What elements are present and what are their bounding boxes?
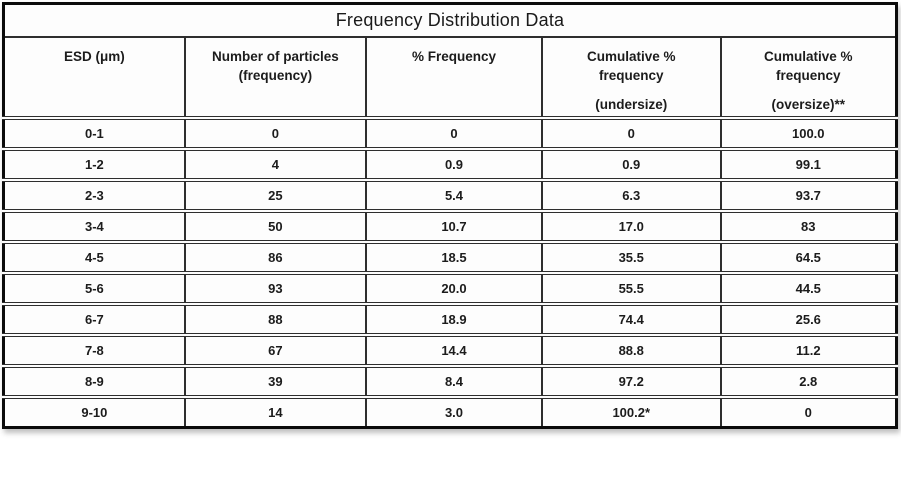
header-line: frequency [776,68,841,84]
cell-frequency: 88 [183,301,367,335]
cell-frequency: 14 [183,394,367,428]
cell-frequency: 4 [183,146,367,180]
cell-cumulative-undersize: 88.8 [540,332,721,366]
cell-pct-frequency: 0.9 [365,146,542,180]
frequency-distribution-table-wrap: Frequency Distribution Data ESD (μm) Num… [2,2,898,429]
cell-pct-frequency: 8.4 [365,363,542,397]
column-header-esd: ESD (μm) [3,36,185,120]
cell-esd-range: 6-7 [3,301,185,335]
table-row: 7-8 67 14.4 88.8 11.2 [3,332,897,366]
header-line: Number of particles [212,48,339,64]
cell-cumulative-oversize: 100.0 [719,115,897,149]
table-row: 8-9 39 8.4 97.2 2.8 [3,363,897,397]
header-line: Cumulative % [764,48,853,64]
cell-pct-frequency: 20.0 [365,270,542,304]
cell-cumulative-oversize: 44.5 [719,270,897,304]
title-row: Frequency Distribution Data [3,3,897,38]
table-row: 5-6 93 20.0 55.5 44.5 [3,270,897,304]
cell-cumulative-oversize: 83 [719,208,897,242]
header-row: ESD (μm) Number of particles (frequency)… [3,36,897,120]
cell-cumulative-undersize: 55.5 [540,270,721,304]
cell-frequency: 93 [183,270,367,304]
cell-esd-range: 3-4 [3,208,185,242]
cell-frequency: 50 [183,208,367,242]
cell-cumulative-oversize: 93.7 [719,177,897,211]
table-row: 4-5 86 18.5 35.5 64.5 [3,239,897,273]
cell-esd-range: 7-8 [3,332,185,366]
cell-esd-range: 2-3 [3,177,185,211]
cell-frequency: 67 [183,332,367,366]
table-row: 0-1 0 0 0 100.0 [3,115,897,149]
cell-frequency: 39 [183,363,367,397]
table-row: 6-7 88 18.9 74.4 25.6 [3,301,897,335]
cell-pct-frequency: 18.9 [365,301,542,335]
cell-cumulative-oversize: 2.8 [719,363,897,397]
cell-cumulative-undersize: 35.5 [540,239,721,273]
cell-frequency: 86 [183,239,367,273]
cell-cumulative-undersize: 97.2 [540,363,721,397]
column-header-cumulative-oversize: Cumulative % frequency (oversize)** [719,36,897,120]
table-row: 1-2 4 0.9 0.9 99.1 [3,146,897,180]
header-line: ESD (μm) [64,48,125,64]
column-header-number-of-particles: Number of particles (frequency) [183,36,367,120]
cell-cumulative-oversize: 99.1 [719,146,897,180]
cell-frequency: 25 [183,177,367,211]
header-line: % Frequency [411,48,496,64]
cell-cumulative-undersize: 0 [540,115,721,149]
cell-pct-frequency: 10.7 [365,208,542,242]
column-header-pct-frequency: % Frequency [365,36,542,120]
table-title: Frequency Distribution Data [3,3,897,38]
cell-esd-range: 1-2 [3,146,185,180]
cell-cumulative-oversize: 11.2 [719,332,897,366]
cell-cumulative-undersize: 17.0 [540,208,721,242]
cell-cumulative-undersize: 0.9 [540,146,721,180]
cell-cumulative-oversize: 0 [719,394,897,428]
table-row: 2-3 25 5.4 6.3 93.7 [3,177,897,211]
table-row: 9-10 14 3.0 100.2* 0 [3,394,897,428]
column-header-cumulative-undersize: Cumulative % frequency (undersize) [540,36,721,120]
cell-cumulative-undersize: 74.4 [540,301,721,335]
cell-esd-range: 5-6 [3,270,185,304]
frequency-distribution-table: Frequency Distribution Data ESD (μm) Num… [2,2,898,429]
cell-pct-frequency: 18.5 [365,239,542,273]
header-line: (undersize) [595,96,668,112]
table-head: Frequency Distribution Data ESD (μm) Num… [3,3,897,120]
cell-esd-range: 9-10 [3,394,185,428]
cell-cumulative-undersize: 6.3 [540,177,721,211]
cell-esd-range: 8-9 [3,363,185,397]
cell-esd-range: 0-1 [3,115,185,149]
header-line: frequency [598,68,664,84]
header-line: (oversize)** [771,96,846,112]
cell-cumulative-oversize: 64.5 [719,239,897,273]
cell-pct-frequency: 14.4 [365,332,542,366]
cell-esd-range: 4-5 [3,239,185,273]
header-line: (frequency) [238,68,313,84]
cell-pct-frequency: 5.4 [365,177,542,211]
cell-cumulative-undersize: 100.2* [540,394,721,428]
cell-cumulative-oversize: 25.6 [719,301,897,335]
table-body: 0-1 0 0 0 100.0 1-2 4 0.9 0.9 99.1 2-3 2… [3,115,897,428]
cell-pct-frequency: 3.0 [365,394,542,428]
cell-pct-frequency: 0 [365,115,542,149]
cell-frequency: 0 [183,115,367,149]
header-line: Cumulative % [586,48,676,64]
table-row: 3-4 50 10.7 17.0 83 [3,208,897,242]
